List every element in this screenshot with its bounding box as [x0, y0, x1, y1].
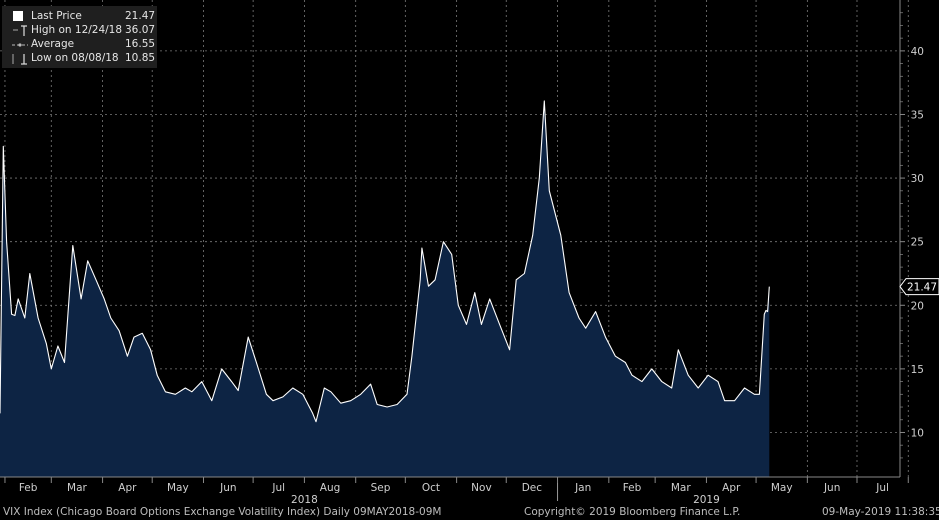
- legend-label: Last Price: [31, 10, 82, 22]
- y-tick-label: 10: [911, 427, 924, 439]
- x-tick-label: Feb: [623, 482, 642, 494]
- y-tick-label: 35: [911, 109, 924, 121]
- series-line: [0, 100, 770, 423]
- dashed-line-icon: [12, 43, 28, 47]
- x-tick-label: May: [167, 482, 189, 494]
- x-tick-label: Jan: [574, 482, 591, 494]
- last-price-tag-label: 21.47: [907, 282, 937, 294]
- x-tick-label: Jun: [219, 482, 236, 494]
- timestamp-text: 09-May-2019 11:38:35: [822, 506, 939, 518]
- x-year-label: 2018: [291, 494, 318, 506]
- x-tick-label: Mar: [671, 482, 691, 494]
- filled-square-icon: [13, 11, 23, 21]
- legend-label: High on 12/24/18: [31, 24, 123, 36]
- x-tick-label: Dec: [522, 482, 543, 494]
- x-tick-label: Jun: [823, 482, 840, 494]
- chart-footer: VIX Index (Chicago Board Options Exchang…: [0, 505, 939, 520]
- legend-item-last-price: Last Price 21.47: [2, 10, 157, 23]
- x-tick-label: Nov: [471, 482, 492, 494]
- legend-value: 16.55: [125, 38, 156, 50]
- x-tick-label: Aug: [320, 482, 341, 494]
- legend-item-low: Low on 08/08/18 10.85: [2, 52, 157, 65]
- x-tick-label: May: [771, 482, 793, 494]
- x-tick-label: Feb: [19, 482, 38, 494]
- price-series: [0, 100, 770, 478]
- copyright-text: Copyright© 2019 Bloomberg Finance L.P.: [524, 506, 741, 518]
- series-area: [0, 100, 770, 478]
- legend-value: 36.07: [125, 24, 156, 36]
- x-axis: Feb Mar Apr May Jun Jul Aug Sep Oct Nov Dec Jan Feb M…: [0, 476, 909, 506]
- x-tick-label: Apr: [722, 482, 741, 494]
- x-tick-label: Oct: [422, 482, 440, 494]
- x-tick-label: Sep: [371, 482, 391, 494]
- y-tick-label: 25: [911, 237, 924, 249]
- y-axis: 10 15 20 25 30 35 40 21.47: [899, 0, 939, 477]
- legend-item-high: High on 12/24/18 36.07: [2, 24, 157, 37]
- index-description: VIX Index (Chicago Board Options Exchang…: [3, 506, 442, 518]
- y-tick-label: 40: [911, 46, 924, 58]
- x-tick-label: Apr: [118, 482, 137, 494]
- legend-label: Low on 08/08/18: [31, 52, 119, 64]
- high-marker-icon: [13, 25, 27, 36]
- low-marker-icon: [12, 54, 27, 65]
- legend-label: Average: [31, 38, 75, 50]
- x-tick-label: Mar: [67, 482, 87, 494]
- legend-item-average: Average 16.55: [2, 38, 157, 51]
- x-tick-label: Jul: [875, 482, 889, 494]
- legend-value: 21.47: [125, 10, 156, 22]
- x-tick-label: Jul: [271, 482, 285, 494]
- x-year-label: 2019: [693, 494, 720, 506]
- legend-value: 10.85: [125, 52, 156, 64]
- y-tick-label: 30: [911, 173, 924, 185]
- last-price-tag: [899, 278, 939, 296]
- legend-box: Last Price 21.47 High on 12/24/18 36.07 …: [2, 6, 157, 68]
- y-tick-label: 20: [911, 300, 924, 312]
- y-tick-label: 15: [911, 364, 924, 376]
